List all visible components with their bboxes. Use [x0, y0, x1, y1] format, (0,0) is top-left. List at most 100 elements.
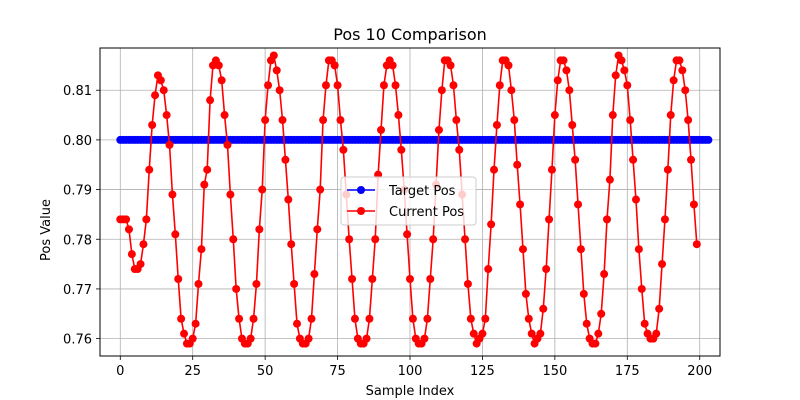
- y-axis-label: Pos Value: [39, 199, 54, 261]
- data-point: [620, 66, 629, 75]
- data-point: [666, 111, 675, 120]
- data-point: [319, 116, 328, 125]
- data-point: [136, 260, 145, 269]
- data-point: [449, 81, 458, 90]
- data-point: [426, 275, 435, 283]
- data-point: [197, 245, 206, 254]
- data-point: [605, 175, 614, 184]
- data-point: [576, 245, 585, 254]
- data-point: [687, 155, 696, 164]
- y-tick-label: 0.80: [63, 134, 92, 149]
- data-point: [391, 81, 400, 90]
- data-point: [655, 304, 664, 313]
- data-point: [394, 111, 403, 120]
- data-point: [513, 160, 522, 169]
- data-point: [217, 76, 226, 85]
- data-point: [200, 180, 209, 189]
- data-point: [403, 230, 412, 239]
- data-point: [681, 86, 690, 95]
- data-point: [574, 200, 583, 209]
- data-point: [591, 339, 600, 348]
- data-point: [516, 200, 525, 209]
- data-point: [180, 329, 189, 338]
- data-point: [420, 334, 429, 343]
- data-point: [249, 314, 258, 323]
- data-point: [379, 81, 388, 90]
- legend-marker: [357, 207, 365, 215]
- data-point: [246, 334, 255, 343]
- x-axis-label: Sample Index: [366, 384, 455, 399]
- data-point: [437, 86, 446, 95]
- data-point: [684, 116, 693, 125]
- data-point: [452, 116, 461, 125]
- data-point: [689, 200, 698, 209]
- data-point: [492, 121, 501, 129]
- data-point: [122, 215, 131, 224]
- data-point: [626, 116, 635, 125]
- data-point: [151, 91, 160, 100]
- x-axis: 0 25 50 75 100 125 150 175 200: [116, 356, 712, 379]
- y-tick-label: 0.78: [63, 233, 92, 248]
- data-point: [142, 215, 151, 224]
- data-point: [272, 66, 281, 75]
- data-point: [232, 284, 241, 293]
- data-point: [611, 71, 620, 80]
- data-point: [652, 329, 661, 338]
- x-tick-label: 175: [615, 364, 640, 379]
- y-axis: 0.76 0.77 0.78 0.79 0.80 0.81: [63, 84, 100, 348]
- data-point: [214, 61, 223, 70]
- data-point: [658, 260, 667, 269]
- data-point: [339, 145, 348, 154]
- data-point: [397, 145, 406, 154]
- data-point: [206, 96, 215, 105]
- data-point: [545, 215, 554, 224]
- data-point: [603, 215, 612, 224]
- data-point: [284, 195, 293, 204]
- data-point: [235, 314, 244, 323]
- data-point: [553, 76, 562, 85]
- data-point: [562, 66, 571, 75]
- data-point: [313, 225, 322, 234]
- data-point: [559, 56, 568, 65]
- data-point: [252, 279, 261, 288]
- data-point: [623, 81, 632, 90]
- data-point: [223, 140, 232, 149]
- data-point: [542, 265, 551, 274]
- data-point: [547, 165, 556, 174]
- data-point: [139, 240, 148, 249]
- series-target-pos: [116, 135, 713, 144]
- data-point: [220, 111, 229, 120]
- plot-area: [116, 51, 713, 348]
- data-point: [350, 314, 359, 323]
- legend-marker: [357, 186, 365, 194]
- data-point: [345, 235, 354, 244]
- x-tick-label: 0: [116, 364, 124, 379]
- data-point: [504, 61, 513, 70]
- x-tick-label: 200: [687, 364, 712, 379]
- data-point: [316, 185, 325, 194]
- data-point: [660, 215, 669, 224]
- data-point: [490, 165, 499, 174]
- legend-box: [340, 176, 477, 226]
- data-point: [675, 56, 684, 65]
- data-point: [336, 116, 345, 125]
- data-point: [127, 250, 136, 259]
- data-point: [310, 270, 319, 279]
- data-point: [321, 81, 330, 90]
- data-point: [539, 304, 548, 313]
- data-point: [168, 190, 177, 199]
- data-point: [629, 155, 638, 164]
- data-point: [261, 116, 270, 125]
- data-point: [434, 125, 443, 134]
- data-point: [550, 111, 559, 120]
- data-point: [637, 284, 646, 293]
- data-point: [579, 289, 588, 298]
- data-point: [663, 165, 672, 174]
- data-point: [281, 155, 290, 164]
- data-point: [455, 145, 464, 154]
- data-point: [203, 165, 212, 174]
- data-point: [469, 329, 478, 338]
- x-tick-label: 25: [184, 364, 201, 379]
- data-point: [255, 225, 264, 234]
- data-point: [145, 165, 154, 174]
